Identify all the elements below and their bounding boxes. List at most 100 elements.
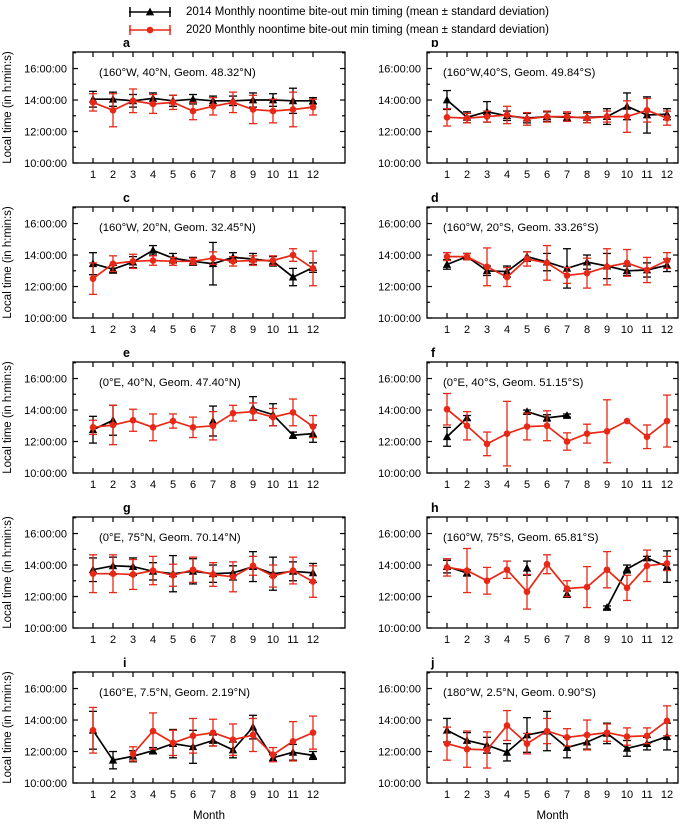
circle-marker-icon [603,263,611,271]
x-tick-label: 8 [584,789,590,801]
circle-marker-icon [663,717,671,725]
triangle-marker-icon [622,743,632,752]
x-tick-label: 6 [544,789,550,801]
x-tick-label: 7 [564,789,570,801]
triangle-marker-icon [288,430,298,439]
triangle-marker-icon [502,747,512,756]
circle-marker-icon [523,588,531,596]
circle-marker-icon [149,567,157,574]
y-tick-label: 10:00:00 [24,468,67,480]
circle-marker-icon [289,737,297,745]
triangle-marker-icon [442,260,452,268]
x-tick-label: 9 [250,789,256,801]
circle-marker-icon [129,750,137,758]
circle-marker-icon [169,571,177,579]
circle-marker-icon [583,583,591,591]
x-tick-label: 3 [130,169,136,181]
circle-marker-icon [249,257,257,264]
x-tick-label: 10 [267,169,279,181]
circle-marker-icon [209,254,217,262]
circle-marker-icon [269,751,277,758]
y-tick-label: 14:00:00 [378,405,421,417]
x-tick-label: 5 [524,634,530,646]
x-tick-label: 5 [524,169,530,181]
y-tick-label: 16:00:00 [378,683,421,695]
circle-marker-icon [209,103,217,110]
x-tick-label: 2 [464,789,470,801]
circle-marker-icon [483,577,491,585]
x-tick-label: 7 [210,634,216,646]
x-tick-label: 4 [504,634,510,646]
circle-marker-icon [269,257,277,264]
y-axis-title: Local time (in h:min:s) [2,51,14,164]
circle-marker-icon [309,103,317,111]
x-tick-label: 7 [564,479,570,491]
plot-frame [72,51,346,164]
x-tick-label: 8 [230,479,236,491]
circle-marker-icon [309,578,317,585]
y-axis-title: Local time (in h:min:s) [2,361,14,474]
circle-marker-icon [149,100,157,108]
x-tick-label: 2 [110,479,116,491]
x-tick-label: 2 [464,479,470,491]
circle-marker-icon [169,417,177,425]
circle-marker-icon [543,560,551,568]
circle-marker-icon [249,562,257,570]
plot-frame [426,361,679,474]
circle-marker-icon [603,566,611,574]
x-tick-label: 11 [287,789,298,801]
series-line [92,99,314,112]
x-tick-label: 4 [150,789,156,801]
circle-marker-icon [503,722,511,729]
y-tick-label: 12:00:00 [24,591,67,603]
circle-marker-icon [563,272,571,279]
y-tick-label: 12:00:00 [24,126,67,138]
y-tick-label: 10:00:00 [24,623,67,635]
x-tick-label: 11 [641,634,652,646]
circle-marker-icon [89,726,97,734]
circle-marker-icon [523,115,531,123]
x-tick-label: 12 [661,789,673,801]
x-tick-label: 1 [444,479,450,491]
series-line [446,255,668,273]
x-tick-label: 2 [110,169,116,181]
y-tick-label: 12:00:00 [24,281,67,293]
x-tick-label: 9 [250,634,256,646]
y-tick-label: 14:00:00 [24,715,67,727]
series-2020 [89,706,317,763]
panel-letter: e [123,346,130,360]
series-line [92,254,314,280]
series-line [446,109,668,120]
series-2020 [89,248,317,296]
circle-marker-icon [129,416,137,424]
panel-letter: b [431,40,439,50]
x-tick-label: 1 [90,479,96,491]
x-tick-label: 10 [621,479,633,491]
y-axis-title: Local time (in h:min:s) [2,206,14,319]
circle-marker-icon [503,273,511,281]
circle-marker-icon [169,99,177,106]
triangle-marker-icon [148,746,158,755]
circle-marker-icon [289,251,297,259]
triangle-marker-icon [562,743,572,751]
x-tick-label: 12 [307,324,319,336]
triangle-marker-icon [442,95,452,104]
circle-marker-icon [583,731,591,739]
plot-frame [72,206,346,319]
x-tick-label: 4 [150,479,156,491]
series-2014 [442,89,672,134]
panel-annotation: (0°E, 75°N, Geom. 70.14°N) [99,532,241,544]
series-line [446,720,668,751]
x-tick-label: 1 [444,169,450,181]
y-tick-label: 14:00:00 [24,560,67,572]
triangle-marker-icon [188,94,198,103]
panel-letter: h [431,501,439,515]
x-tick-label: 4 [504,324,510,336]
panel-annotation: (0°E, 40°N, Geom. 47.40°N) [99,377,241,389]
circle-marker-icon [249,731,257,739]
x-tick-label: 10 [267,479,279,491]
x-tick-label: 7 [210,789,216,801]
